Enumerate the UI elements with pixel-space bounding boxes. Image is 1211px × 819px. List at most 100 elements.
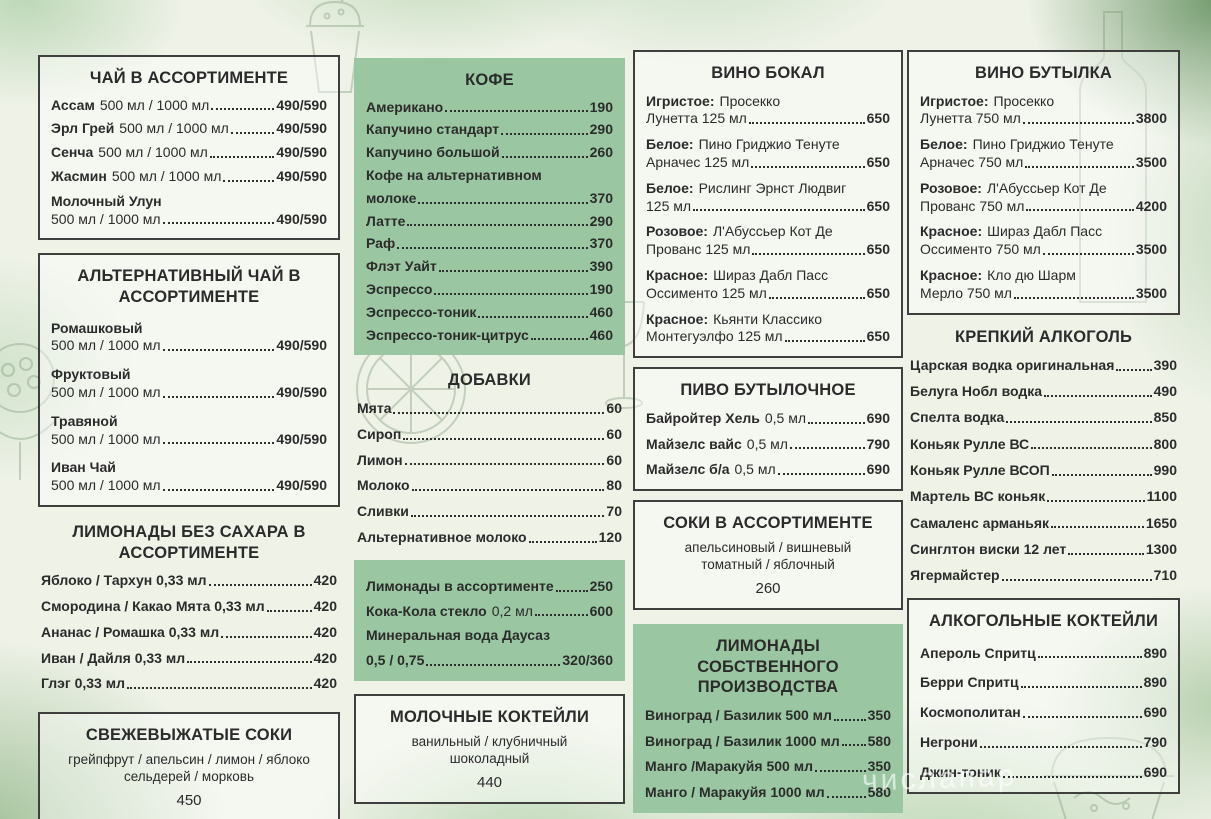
menu-item: Мята 60 [357,400,622,417]
menu-item: Самаленс арманьяк 1650 [910,515,1177,532]
section-title: ПИВО БУТЫЛОЧНОЕ [680,381,856,400]
item-detail: молоке [366,189,417,206]
section-title: ЛИМОНАДЫ БЕЗ САХАРА В АССОРТИМЕНТЕ [72,523,306,562]
section-tea: ЧАЙ В АССОРТИМЕНТЕ Ассам 500 мл / 1000 мл 4… [38,55,340,241]
item-detail: Лунетта 125 мл [646,110,747,127]
menu-item: Синглтон виски 12 лет 1300 [910,541,1177,558]
section-fresh-juices: СВЕЖЕВЫЖАТЫЕ СОКИ грейпфрут / апельсин / … [38,712,340,819]
item-detail: 500 мл / 1000 мл [51,384,161,401]
menu-item: Майзелс б/а 0,5 мл 690 [646,461,890,478]
menu-item: Эспрессо-тоник 460 [366,304,613,321]
item-name: Минеральная вода Даусаз [366,627,551,644]
dotted-leader [1020,686,1142,689]
menu-item: Белое: Пино Гриджио Тенуте Арначес 750 мл 3… [920,136,1167,171]
menu-item: Красное: Шираз Дабл Пасс Оссименто 750 мл 3… [920,223,1167,258]
dotted-leader [1116,368,1152,371]
section-desc: сельдерей / морковь [124,769,254,785]
dotted-leader [826,795,866,798]
menu-item: Яблоко / Тархун 0,33 мл 420 [41,572,337,589]
menu-item: Раф 370 [366,235,613,252]
item-price: 650 [866,154,890,171]
section-cocktails: АЛКОГОЛЬНЫЕ КОКТЕЙЛИ Апероль Спритц 890 Бер… [907,597,1180,794]
takeaway-cup-sketch-icon [306,0,364,93]
item-price: 350 [867,758,891,775]
item-price: 490/590 [276,210,327,227]
dotted-leader [410,515,605,517]
menu-item: Жасмин 500 мл / 1000 мл 490/590 [51,168,327,185]
dotted-leader [162,395,275,398]
item-price: 800 [1153,435,1177,452]
item-price: 190 [589,281,613,297]
dotted-leader [230,132,275,135]
section-lemonades-no-sugar: ЛИМОНАДЫ БЕЗ САХАРА В АССОРТИМЕНТЕ Яблоко… [38,522,340,692]
dotted-leader [979,745,1142,748]
item-price: 650 [866,241,890,258]
item-price: 790 [1143,733,1167,750]
item-detail: 125 мл [646,197,692,214]
item-price: 690 [866,461,890,478]
item-name: Лимонады в ассортименте [366,577,554,594]
item-price: 490/590 [276,337,327,354]
menu-item: Сливки 70 [357,503,622,520]
item-price: 850 [1153,409,1177,426]
section-title: КРЕПКИЙ АЛКОГОЛЬ [954,327,1133,346]
item-name: Молочный Улун [51,192,162,209]
item-name: Красное: [646,267,709,283]
item-price: 490 [1153,383,1177,400]
menu-item: Манго / Маракуйя 1000 мл 580 [645,784,891,801]
menu-item: Апероль Спритц 890 [920,645,1167,662]
dotted-leader [528,540,597,543]
item-price: 690 [1143,704,1167,721]
dotted-leader [1026,209,1134,212]
menu-column-4: ВИНО БУТЫЛКА Игристое: Просекко Лунетта 750… [907,50,1180,794]
section-title: ЧАЙ В АССОРТИМЕНТЕ [89,69,289,87]
menu-item: Коньяк Рулле ВС 800 [910,436,1177,453]
menu-item: Сироп 60 [357,426,622,443]
item-price: 4200 [1135,197,1167,214]
menu-item: Виноград / Базилик 500 мл 350 [645,707,891,724]
menu-item: Ассам 500 мл / 1000 мл 490/590 [51,97,327,114]
dotted-leader [1037,656,1142,659]
item-price: 490/590 [276,144,327,161]
menu-item: Спелта водка 850 [910,409,1177,426]
item-name: Эспрессо-тоник [366,303,477,320]
item-price: 3500 [1135,284,1167,301]
dotted-leader [1022,715,1142,718]
dotted-leader [162,442,275,445]
menu-column-1: ЧАЙ В АССОРТИМЕНТЕ Ассам 500 мл / 1000 мл 4… [38,55,340,819]
item-name: Лимон [357,451,403,468]
item-price: 790 [866,435,890,452]
section-desc: томатный / яблочный [701,557,835,573]
menu-item: Капучино большой 260 [366,144,613,161]
item-price: 250 [589,577,613,594]
dotted-leader [534,614,588,617]
item-price: 650 [866,197,890,214]
item-name: Сенча [51,144,94,161]
item-detail: Кьянти Классико [713,310,823,327]
dotted-leader [1051,473,1152,476]
item-name: Майзелс б/а [646,461,730,478]
item-name: Виноград / Базилик 1000 мл [645,732,840,749]
item-name: Майзелс вайс [646,435,742,452]
item-name: Яблоко / Тархун 0,33 мл [41,572,207,589]
item-detail: 500 мл / 1000 мл [111,168,222,185]
item-name: Ягермайстер [910,567,1000,584]
item-price: 370 [589,189,613,206]
item-name: Синглтон виски 12 лет [910,540,1067,557]
menu-item: Американо 190 [366,99,613,116]
section-additives: ДОБАВКИ Мята 60 Сироп 60 Лимон 60 Молоко 80 Сливк… [354,370,625,545]
item-name: Фруктовый [51,366,131,383]
dotted-leader [530,338,588,341]
item-price: 650 [866,284,890,301]
item-name: Жасмин [51,168,107,185]
item-name: Красное: [646,310,709,327]
dotted-leader [841,744,866,747]
dotted-leader [223,179,275,182]
dotted-leader [1047,500,1145,502]
item-detail: 500 мл / 1000 мл [51,430,161,447]
item-name: Ассам [51,96,95,113]
item-detail: 500 мл / 1000 мл [51,477,161,494]
section-lemonade-cola: Лимонады в ассортименте 250 Кока-Кола стек… [354,559,625,681]
menu-item: Молоко 80 [357,477,622,494]
